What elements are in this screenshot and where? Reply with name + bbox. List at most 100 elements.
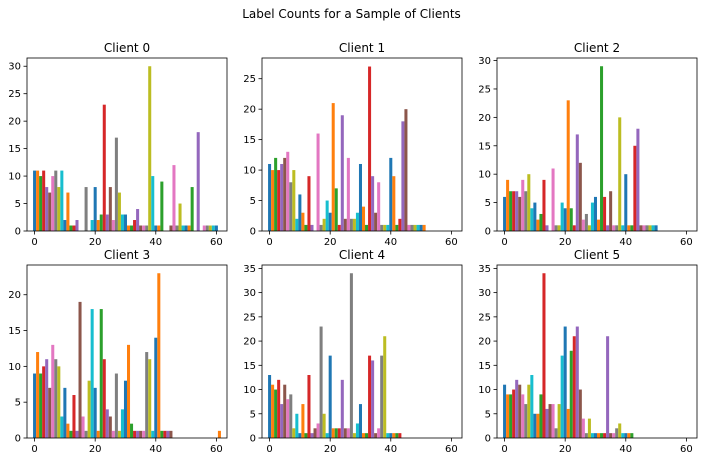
bar bbox=[524, 191, 528, 231]
bar bbox=[108, 187, 112, 231]
bar bbox=[75, 220, 79, 231]
panel-3: Client 3 0 20 40 60 0 5 10 15 20 bbox=[8, 248, 228, 455]
x-tick-label: 0 bbox=[31, 237, 37, 248]
y-tick-label: 25 bbox=[243, 312, 256, 323]
bar bbox=[120, 214, 124, 231]
bar bbox=[581, 418, 585, 438]
bar bbox=[590, 202, 594, 231]
bar bbox=[600, 433, 604, 438]
bar bbox=[633, 145, 637, 231]
bar bbox=[621, 433, 625, 438]
bar bbox=[307, 375, 311, 438]
axes-frame bbox=[261, 57, 463, 232]
axes-frame bbox=[496, 57, 698, 232]
bar bbox=[196, 132, 200, 231]
bar bbox=[87, 380, 91, 438]
x-tick-label: 40 bbox=[384, 444, 397, 455]
bar bbox=[539, 394, 543, 438]
bar bbox=[63, 387, 67, 438]
bar bbox=[163, 430, 167, 438]
bar bbox=[301, 404, 305, 438]
axes-frame bbox=[496, 264, 698, 439]
bar bbox=[566, 408, 570, 438]
bar bbox=[157, 225, 161, 231]
axes-frame bbox=[26, 264, 228, 439]
bar bbox=[542, 273, 546, 438]
bar bbox=[175, 225, 179, 231]
bar bbox=[560, 355, 564, 438]
bar bbox=[217, 430, 221, 438]
bar bbox=[99, 214, 103, 231]
bar bbox=[533, 413, 537, 438]
bar bbox=[295, 218, 299, 231]
bar bbox=[292, 170, 296, 231]
bar bbox=[187, 225, 191, 231]
panel-4: Client 4 0 20 40 60 0 5 10 15 20 25 30 35 bbox=[243, 248, 463, 455]
bar bbox=[274, 389, 278, 438]
bar bbox=[569, 208, 573, 231]
bar bbox=[639, 225, 643, 231]
bar bbox=[590, 433, 594, 438]
bar bbox=[274, 157, 278, 231]
bar bbox=[319, 326, 323, 438]
bar bbox=[542, 179, 546, 231]
bar bbox=[362, 206, 366, 231]
bar bbox=[157, 273, 161, 438]
bar bbox=[127, 225, 131, 231]
y-tick-label: 20 bbox=[243, 337, 256, 348]
y-tick-label: 35 bbox=[243, 264, 256, 275]
bar bbox=[358, 404, 362, 438]
y-tick-label: 15 bbox=[478, 141, 491, 152]
bar bbox=[618, 117, 622, 231]
bar bbox=[609, 191, 613, 231]
bar bbox=[295, 413, 299, 438]
bar bbox=[69, 430, 73, 438]
bar bbox=[310, 224, 314, 231]
bar bbox=[96, 220, 100, 231]
bar bbox=[374, 433, 378, 438]
bar bbox=[648, 225, 652, 231]
bar bbox=[346, 157, 350, 231]
bar bbox=[75, 430, 79, 438]
bar bbox=[606, 225, 610, 231]
bar bbox=[322, 413, 326, 438]
bar bbox=[630, 433, 634, 438]
bar bbox=[636, 128, 640, 231]
x-tick-label: 0 bbox=[266, 237, 272, 248]
bar bbox=[603, 196, 607, 231]
bar bbox=[123, 214, 127, 231]
y-tick-label: 10 bbox=[243, 166, 256, 177]
x-tick-label: 60 bbox=[680, 444, 693, 455]
bar bbox=[72, 395, 76, 438]
bar bbox=[105, 214, 109, 231]
bar bbox=[268, 163, 272, 231]
bar bbox=[33, 170, 37, 231]
bar bbox=[51, 344, 55, 438]
bar bbox=[142, 430, 146, 438]
y-tick-label: 15 bbox=[8, 326, 21, 337]
x-tick-label: 0 bbox=[501, 237, 507, 248]
bar bbox=[54, 170, 58, 231]
y-tick-label: 30 bbox=[478, 56, 491, 67]
bar bbox=[99, 309, 103, 438]
bar bbox=[512, 191, 516, 231]
bar bbox=[557, 404, 561, 438]
bar bbox=[509, 191, 513, 231]
bar bbox=[395, 224, 399, 231]
bar bbox=[383, 224, 387, 231]
y-tick-label: 0 bbox=[485, 227, 491, 238]
bar bbox=[307, 176, 311, 231]
bar bbox=[114, 373, 118, 438]
bar bbox=[69, 225, 73, 231]
bar bbox=[374, 212, 378, 231]
x-tick-label: 20 bbox=[324, 237, 337, 248]
y-tick-label: 30 bbox=[478, 288, 491, 299]
bar bbox=[380, 224, 384, 231]
y-tick-label: 20 bbox=[478, 113, 491, 124]
bar bbox=[506, 179, 510, 231]
bar bbox=[283, 384, 287, 438]
bar bbox=[527, 174, 531, 231]
bar bbox=[521, 179, 525, 231]
bar bbox=[93, 387, 97, 438]
